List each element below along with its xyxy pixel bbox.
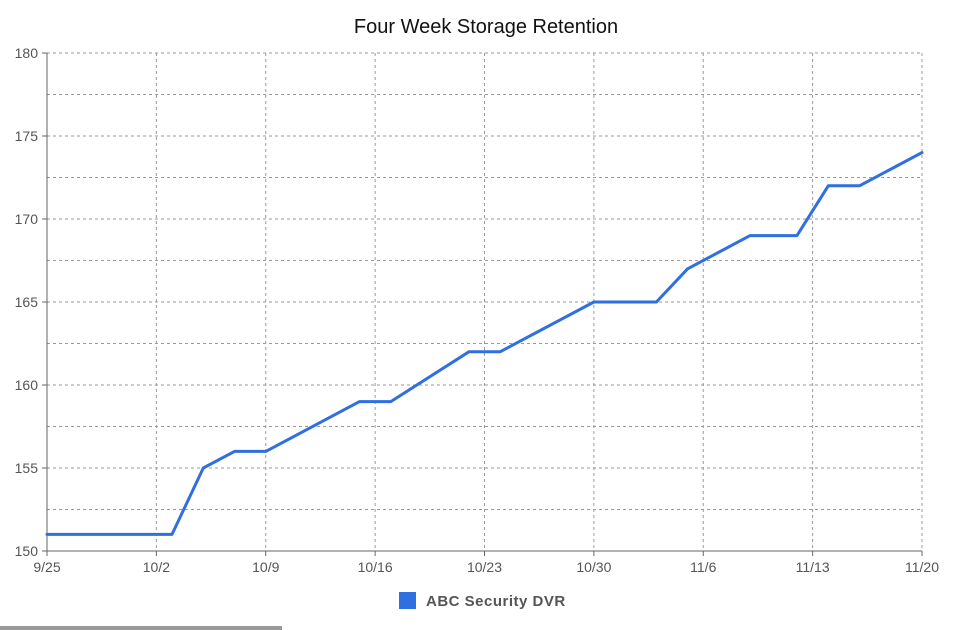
x-tick-label: 9/25 [33,559,60,575]
y-tick-label: 180 [15,45,39,61]
x-tick-label: 10/30 [576,559,611,575]
axes: 150 155 160 165 170 175 180 9/25 10/2 10/9 10/16 10… [15,45,940,575]
x-tick-label: 11/6 [690,559,716,575]
y-tick-label: 150 [15,543,39,559]
x-tick-label: 11/13 [796,559,830,575]
legend: ABC Security DVR [399,592,566,610]
y-tick-label: 160 [15,377,39,393]
y-tick-label: 155 [15,460,39,476]
chart-title: Four Week Storage Retention [354,16,618,38]
scrollbar-track [0,626,282,630]
x-tick-label: 11/20 [905,559,939,575]
series-line-abc-security-dvr [45,151,924,536]
series-layer [45,151,924,536]
x-tick-label: 10/16 [358,559,393,575]
grid [47,52,923,551]
legend-swatch [399,592,416,609]
y-tick-label: 165 [15,294,39,310]
y-tick-label: 175 [15,128,39,144]
x-tick-label: 10/23 [467,559,502,575]
y-tick-label: 170 [15,211,39,227]
legend-label: ABC Security DVR [426,593,566,610]
x-tick-label: 10/2 [143,559,170,575]
x-tick-label: 10/9 [252,559,279,575]
